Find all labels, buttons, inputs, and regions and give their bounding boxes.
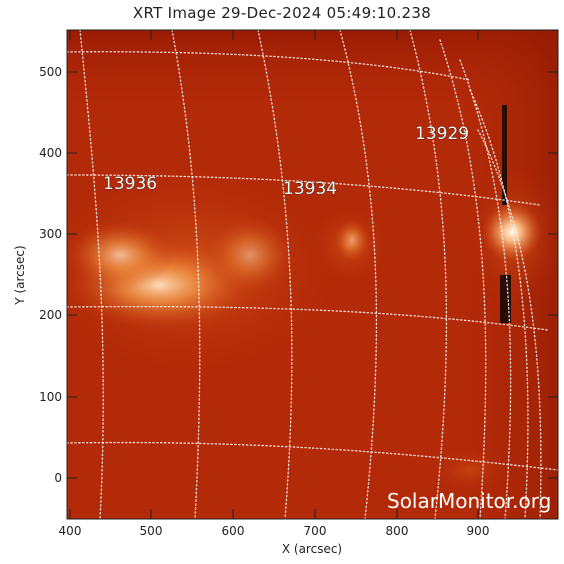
active-region-label: 13934 bbox=[283, 179, 337, 199]
grid-line bbox=[257, 30, 293, 519]
grid-line bbox=[409, 30, 448, 519]
solarmonitor-watermark: SolarMonitor.org bbox=[387, 489, 551, 513]
y-tick-label: 0 bbox=[54, 471, 62, 485]
grid-line bbox=[469, 89, 529, 519]
region-13929-core bbox=[482, 202, 542, 262]
x-tick-label: 400 bbox=[59, 524, 82, 538]
region-13934-core bbox=[334, 218, 370, 262]
heliographic-grid bbox=[67, 30, 558, 519]
y-axis-title: Y (arcsec) bbox=[13, 245, 27, 305]
x-tick-label: 900 bbox=[467, 524, 490, 538]
active-region-label: 13936 bbox=[103, 174, 157, 194]
active-region-label: 13929 bbox=[415, 124, 469, 144]
x-tick-label: 600 bbox=[222, 524, 245, 538]
y-tick-label: 500 bbox=[39, 65, 62, 79]
y-tick-label: 100 bbox=[39, 390, 62, 404]
grid-line bbox=[67, 441, 558, 471]
grid-line bbox=[459, 59, 512, 519]
solar-image bbox=[67, 30, 558, 519]
grid-line bbox=[339, 30, 378, 519]
y-tick-label: 400 bbox=[39, 146, 62, 160]
ccd-bloom-streak-lower bbox=[500, 275, 511, 323]
grid-line bbox=[67, 305, 549, 331]
x-axis: 400 500 600 700 800 900 bbox=[59, 30, 490, 538]
x-tick-label: 700 bbox=[304, 524, 327, 538]
plot-frame bbox=[66, 29, 559, 520]
grid-line bbox=[439, 39, 487, 519]
grid-line bbox=[171, 30, 201, 519]
y-tick-label: 300 bbox=[39, 227, 62, 241]
page-title: XRT Image 29-Dec-2024 05:49:10.238 bbox=[132, 4, 432, 22]
x-tick-label: 800 bbox=[386, 524, 409, 538]
grid-line bbox=[67, 51, 471, 81]
y-tick-label: 200 bbox=[39, 308, 62, 322]
x-tick-label: 500 bbox=[140, 524, 163, 538]
x-axis-title: X (arcsec) bbox=[282, 542, 342, 556]
y-axis: 0 100 200 300 400 500 bbox=[39, 65, 558, 485]
grid-line bbox=[477, 129, 542, 519]
ccd-bloom-streak-upper bbox=[502, 105, 507, 205]
